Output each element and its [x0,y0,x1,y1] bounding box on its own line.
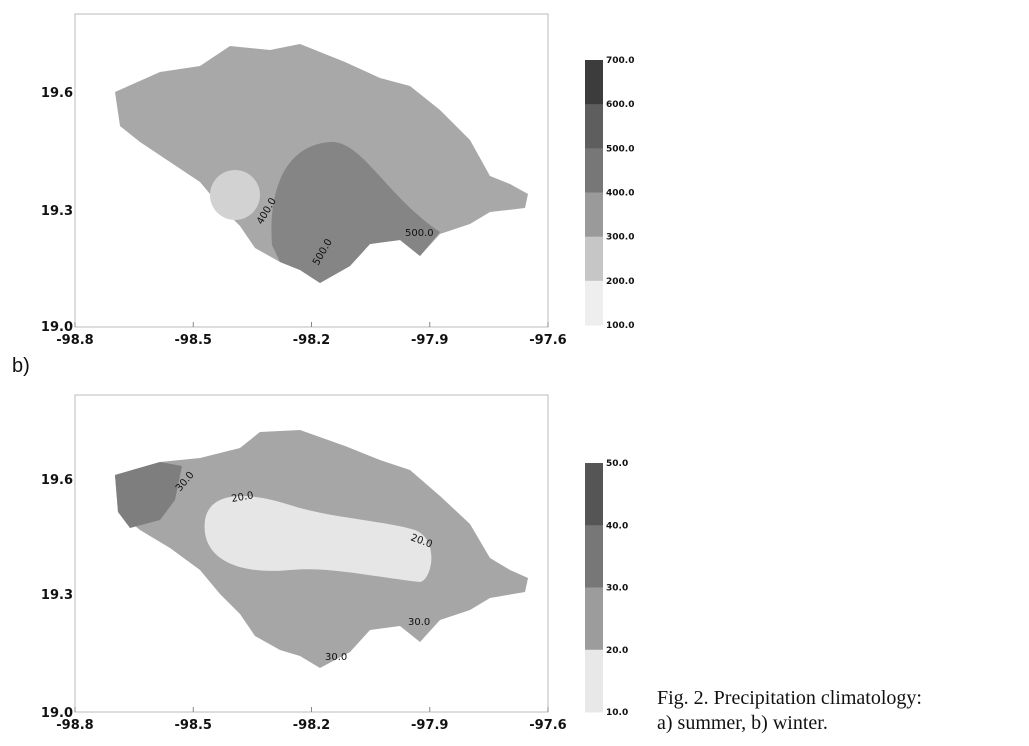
x-tick-label: -97.9 [411,333,448,348]
colorbar-segment [585,104,603,149]
colorbar-segment [585,192,603,238]
x-tick-label: -98.5 [175,718,212,733]
colorbar-segment [585,587,603,651]
caption: Fig. 2. Precipitation climatology: [657,687,922,709]
x-tick-label: -98.2 [293,333,330,348]
x-tick-label: -97.6 [529,333,566,348]
colorbar-label: 10.0 [606,708,628,718]
y-tick-label: 19.6 [41,86,73,101]
caption: a) summer, b) winter. [657,712,828,734]
contour-label: 30.0 [408,617,430,628]
map-region-dark [271,141,440,283]
x-tick-label: -98.8 [56,333,93,348]
x-tick-label: -97.6 [529,718,566,733]
y-tick-label: 19.0 [41,706,73,721]
colorbar-segment [585,463,603,526]
x-tick-label: -98.5 [175,333,212,348]
colorbar-segment [585,649,603,713]
contour-label: 20.0 [231,490,255,505]
colorbar-label: 300.0 [606,233,634,243]
colorbar-segment [585,148,603,193]
x-tick-label: -98.2 [293,718,330,733]
y-tick-label: 19.3 [41,588,73,603]
panel-label: b) [12,355,30,377]
y-tick-label: 19.6 [41,473,73,488]
colorbar-segment [585,60,603,105]
colorbar-label: 600.0 [606,100,634,110]
colorbar-label: 40.0 [606,521,628,531]
map-region-light [204,495,432,582]
map-region-light [210,170,260,220]
colorbar-label: 30.0 [606,584,628,594]
x-tick-label: -97.9 [411,718,448,733]
colorbar-label: 100.0 [606,321,634,331]
colorbar-segment [585,525,603,588]
colorbar-label: 50.0 [606,459,628,469]
x-tick-label: -98.8 [56,718,93,733]
contour-label: 500.0 [405,228,434,239]
y-tick-label: 19.0 [41,320,73,335]
colorbar-label: 400.0 [606,189,634,199]
colorbar-segment [585,236,603,282]
colorbar-label: 200.0 [606,277,634,287]
colorbar-label: 700.0 [606,56,634,66]
colorbar-label: 20.0 [606,646,628,656]
colorbar-label: 500.0 [606,144,634,154]
y-tick-label: 19.3 [41,204,73,219]
colorbar-segment [585,280,603,326]
map-region-dark [115,462,182,528]
contour-label: 30.0 [325,652,347,663]
